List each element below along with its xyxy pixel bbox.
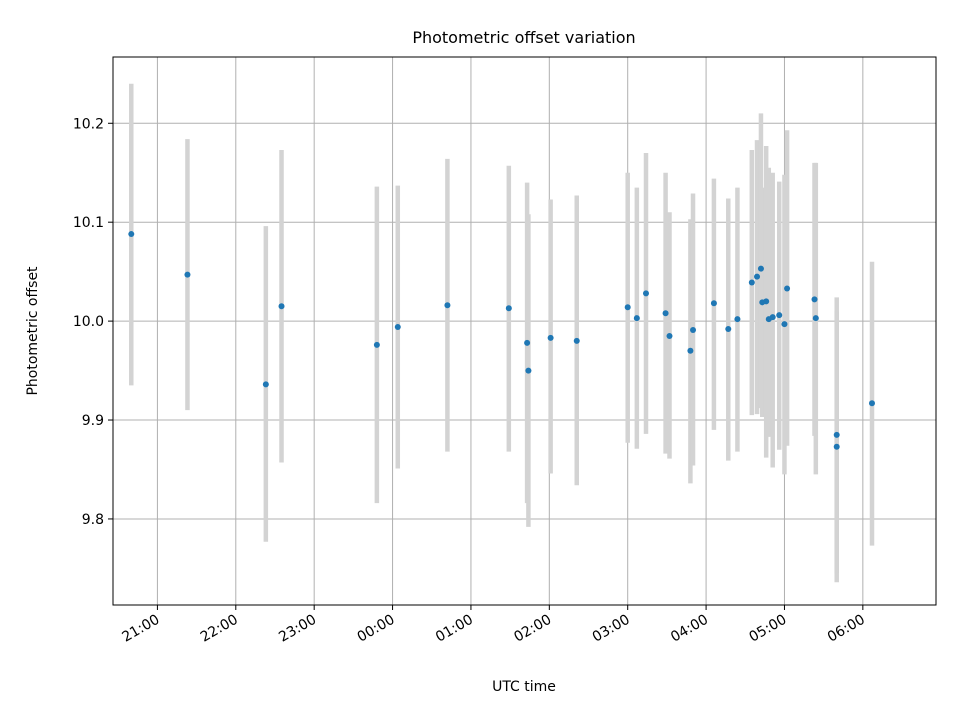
error-bars	[129, 83, 875, 583]
data-point	[833, 431, 840, 438]
data-point	[725, 326, 732, 333]
axes: 21:00 22:00 23:00 00:00 01:00 02:00 03:00 04:00…	[73, 116, 868, 645]
data-point	[278, 303, 285, 310]
x-axis-label: UTC time	[492, 679, 556, 695]
data-point	[524, 339, 531, 346]
x-tick-label: 23:00	[276, 612, 319, 646]
data-point	[624, 304, 631, 311]
data-point	[642, 290, 649, 297]
chart-title: Photometric offset variation	[412, 28, 635, 47]
data-point	[776, 312, 783, 319]
data-point	[666, 332, 673, 339]
data-point	[812, 315, 819, 322]
y-tick-label: 10.2	[73, 116, 104, 132]
x-tick-label: 00:00	[355, 612, 398, 646]
data-point	[811, 296, 818, 303]
y-tick-label: 9.8	[82, 512, 104, 528]
data-point	[781, 321, 788, 328]
data-point	[757, 265, 764, 272]
x-tick-label: 21:00	[119, 612, 162, 646]
y-tick-label: 10.0	[73, 314, 104, 330]
y-axis-label: Photometric offset	[25, 266, 41, 396]
plot-area-frame	[112, 56, 937, 606]
x-tick-label: 22:00	[198, 612, 241, 646]
data-point	[573, 337, 580, 344]
data-point	[373, 341, 380, 348]
x-tick-label: 03:00	[590, 612, 633, 646]
data-point	[769, 314, 776, 321]
y-tick-label: 9.9	[82, 413, 104, 429]
y-tick-label: 10.1	[73, 215, 104, 231]
data-point	[525, 367, 532, 374]
data-point	[690, 327, 697, 334]
data-point	[868, 400, 875, 407]
data-point	[505, 305, 512, 312]
data-point	[763, 298, 770, 305]
data-point	[184, 271, 191, 278]
data-point	[262, 381, 269, 388]
data-point	[633, 315, 640, 322]
x-tick-label: 01:00	[433, 612, 476, 646]
x-tick-label: 06:00	[825, 612, 868, 646]
data-points	[128, 231, 875, 450]
data-point	[748, 279, 755, 286]
data-point	[394, 324, 401, 331]
data-point	[128, 231, 135, 238]
data-point	[547, 334, 554, 341]
data-point	[662, 310, 669, 317]
data-point	[784, 285, 791, 292]
x-tick-label: 04:00	[668, 612, 711, 646]
data-point	[687, 347, 694, 354]
x-tick-label: 05:00	[747, 612, 790, 646]
data-point	[754, 273, 761, 280]
data-point	[710, 300, 717, 307]
data-point	[444, 302, 451, 309]
x-tick-label: 02:00	[511, 612, 554, 646]
data-point	[734, 316, 741, 323]
data-point	[833, 443, 840, 450]
